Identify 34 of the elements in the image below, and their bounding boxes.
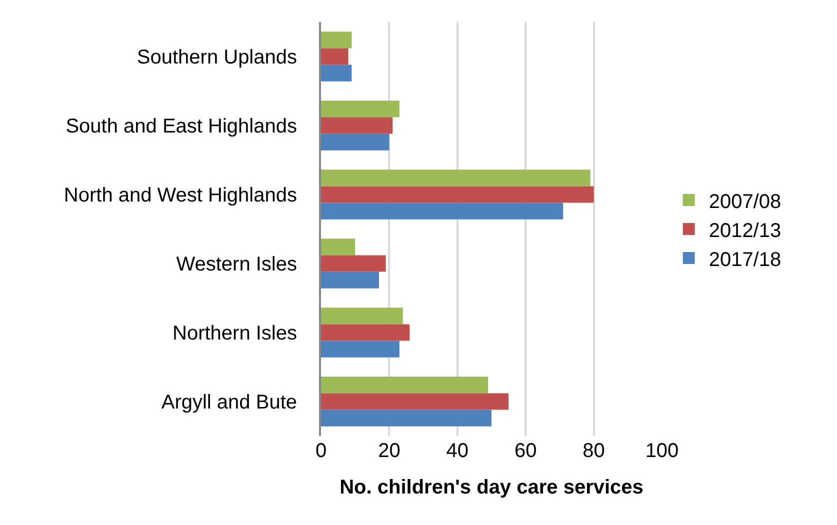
bar <box>321 117 393 134</box>
bar <box>321 202 564 220</box>
x-tick-label: 80 <box>582 440 605 462</box>
bar <box>321 48 348 65</box>
x-tick-label: 60 <box>514 440 537 462</box>
y-tick-label: South and East Highlands <box>66 116 297 138</box>
bar <box>321 238 356 256</box>
bar <box>321 393 509 410</box>
y-tick-label: Southern Uplands <box>136 46 297 68</box>
bar <box>321 100 400 118</box>
bar <box>321 410 492 426</box>
bar <box>321 64 352 82</box>
bar <box>321 186 594 203</box>
x-tick-label: 40 <box>446 440 469 462</box>
bar <box>321 170 590 186</box>
x-tick-label: 0 <box>315 440 327 462</box>
bar <box>321 340 400 358</box>
legend-label: 2007/08 <box>708 190 782 213</box>
x-tick-label: 100 <box>645 440 679 462</box>
bar <box>321 324 410 341</box>
y-tick-label: Western Isles <box>176 254 297 276</box>
bar <box>321 308 403 324</box>
legend-label: 2017/18 <box>708 248 782 271</box>
y-tick-label: Argyll and Bute <box>161 392 297 414</box>
bar <box>321 272 379 288</box>
x-axis-title: No. children's day care services <box>340 476 644 498</box>
bar <box>321 376 488 394</box>
bar <box>321 255 386 272</box>
x-tick-label: 20 <box>378 440 400 462</box>
y-tick-label: Northern Isles <box>172 322 297 344</box>
bar <box>321 32 352 48</box>
bar <box>321 134 390 150</box>
legend-label: 2012/13 <box>708 220 782 242</box>
y-tick-label: North and West Highlands <box>64 184 297 206</box>
